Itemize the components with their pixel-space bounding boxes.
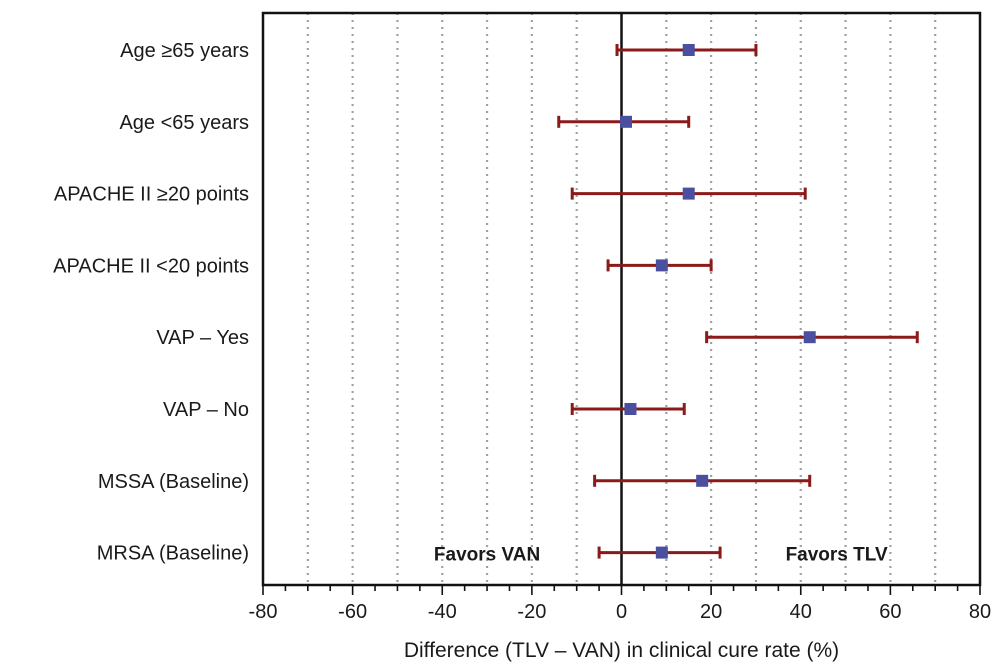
row-label: MSSA (Baseline) <box>98 471 249 493</box>
x-tick-label: 40 <box>790 601 812 623</box>
forest-row: VAP – No <box>163 399 686 421</box>
forest-rows: Age ≥65 years Age <65 years APACHE II ≥20 … <box>53 40 919 565</box>
point-estimate <box>696 474 709 487</box>
favors-tlv-annotation: Favors TLV <box>786 545 888 566</box>
forest-row: Age ≥65 years <box>120 40 758 62</box>
forest-row: APACHE II <20 points <box>53 255 713 277</box>
x-tick-label: 80 <box>969 601 991 623</box>
point-estimate <box>803 331 816 344</box>
row-label: MRSA (Baseline) <box>97 543 249 565</box>
favors-van-annotation: Favors VAN <box>434 545 540 566</box>
forest-row: APACHE II ≥20 points <box>54 184 807 206</box>
x-tick-label: 60 <box>879 601 901 623</box>
x-tick-label: -40 <box>428 601 457 623</box>
point-estimate <box>624 403 637 415</box>
point-estimate <box>655 546 668 559</box>
row-label: Age <65 years <box>119 112 249 134</box>
x-tick-label: -20 <box>517 601 546 623</box>
point-estimate <box>619 115 632 128</box>
x-tick-label: 20 <box>700 601 722 623</box>
x-tick-label: 0 <box>616 601 627 623</box>
row-label: VAP – No <box>163 399 249 421</box>
point-estimate <box>682 187 695 200</box>
row-label: APACHE II <20 points <box>53 255 249 277</box>
forest-row: MSSA (Baseline) <box>98 471 812 493</box>
x-tick-label: -80 <box>249 601 278 623</box>
x-tick-label: -60 <box>338 601 367 623</box>
point-estimate <box>682 44 695 56</box>
row-label: Age ≥65 years <box>120 40 249 62</box>
forest-row: MRSA (Baseline) <box>97 543 722 565</box>
row-label: APACHE II ≥20 points <box>54 184 249 206</box>
x-axis-title: Difference (TLV – VAN) in clinical cure … <box>404 639 839 662</box>
gridlines <box>306 13 937 585</box>
forest-row: Age <65 years <box>119 112 691 134</box>
row-label: VAP – Yes <box>156 327 249 349</box>
point-estimate <box>655 259 668 272</box>
x-axis-ticks: -80 -60 -40 -20 0 20 40 60 80 <box>249 585 991 623</box>
forest-row: VAP – Yes <box>156 327 919 349</box>
